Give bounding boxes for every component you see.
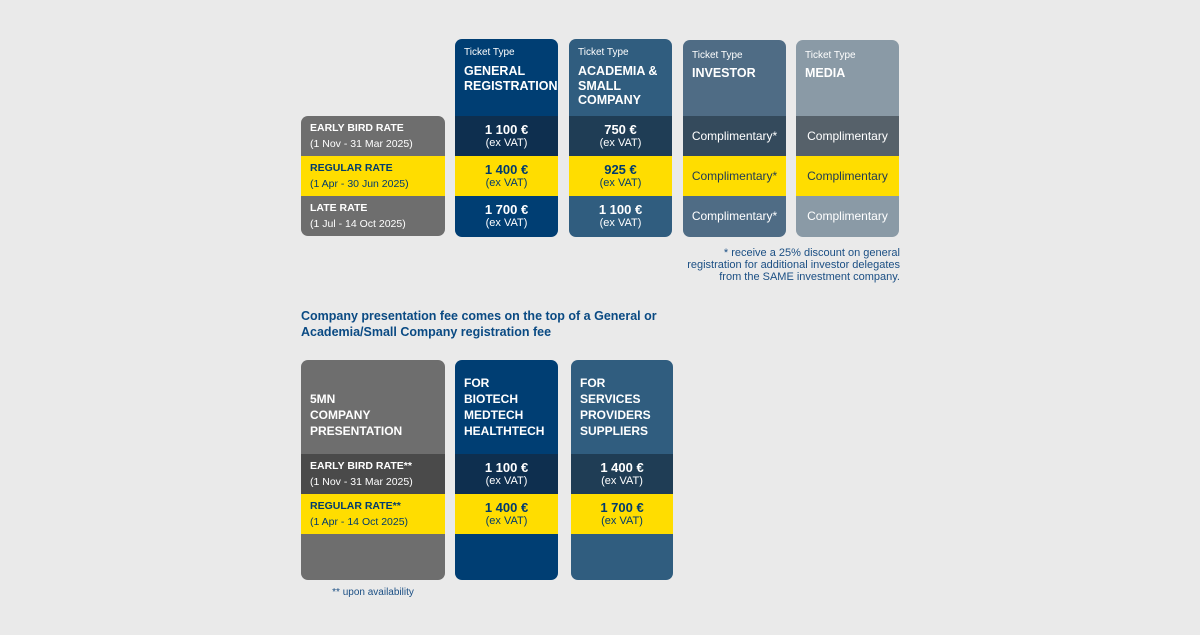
- rate-name: REGULAR RATE: [310, 162, 393, 174]
- ticket-name: INVESTOR: [692, 66, 756, 80]
- vat-note: (ex VAT): [485, 515, 528, 527]
- late-rate-label: LATE RATE (1 Jul - 14 Oct 2025): [301, 196, 445, 236]
- complimentary-label: Complimentary*: [691, 209, 778, 223]
- price: 1 700 €: [600, 500, 644, 515]
- vat-note: (ex VAT): [485, 475, 528, 487]
- ticket-name: GENERAL REGISTRATION: [464, 64, 558, 93]
- price: 1 400 €: [600, 460, 644, 475]
- rate-dates: (1 Apr - 14 Oct 2025): [310, 516, 409, 528]
- early-bird-price: 1 100 € (ex VAT): [455, 116, 558, 156]
- rate-name: REGULAR RATE**: [310, 500, 401, 512]
- ticket-card-media: Ticket Type MEDIA Complimentary Complime…: [796, 40, 899, 237]
- late-price: Complimentary: [796, 196, 899, 236]
- regular-rate-label: REGULAR RATE** (1 Apr - 14 Oct 2025): [301, 494, 445, 534]
- rate-labels-card: EARLY BIRD RATE (1 Nov - 31 Mar 2025) RE…: [301, 116, 445, 236]
- ticket-type-label: Ticket Type: [692, 50, 743, 61]
- late-price: Complimentary*: [683, 196, 786, 236]
- vat-note: (ex VAT): [601, 475, 643, 487]
- early-bird-price: 1 100 € (ex VAT): [455, 454, 558, 494]
- presentation-column-name: FOR SERVICES PROVIDERS SUPPLIERS: [580, 376, 651, 438]
- vat-note: (ex VAT): [599, 217, 642, 229]
- price: 1 400 €: [484, 500, 529, 515]
- ticket-card-general: Ticket Type GENERAL REGISTRATION 1 100 €…: [455, 39, 558, 237]
- regular-price: 925 € (ex VAT): [569, 156, 672, 196]
- regular-rate-label: REGULAR RATE (1 Apr - 30 Jun 2025): [301, 156, 445, 196]
- early-bird-price: 1 400 € (ex VAT): [571, 454, 673, 494]
- ticket-header: Ticket Type MEDIA: [796, 40, 899, 81]
- price: 750 €: [604, 122, 637, 137]
- ticket-header: Ticket Type GENERAL REGISTRATION: [455, 39, 558, 93]
- ticket-type-label: Ticket Type: [805, 50, 856, 61]
- early-bird-price: Complimentary: [796, 116, 899, 156]
- rate-dates: (1 Nov - 31 Mar 2025): [310, 476, 413, 488]
- late-price: 1 100 € (ex VAT): [569, 196, 672, 236]
- vat-note: (ex VAT): [601, 515, 643, 527]
- rate-name: EARLY BIRD RATE: [310, 122, 404, 134]
- ticket-type-label: Ticket Type: [464, 47, 515, 58]
- vat-note: (ex VAT): [485, 137, 528, 149]
- price: 1 100 €: [484, 460, 529, 475]
- presentation-column-name: FOR BIOTECH MEDTECH HEALTHTECH: [464, 376, 545, 438]
- price: 1 400 €: [484, 162, 529, 177]
- price: 1 100 €: [484, 122, 529, 137]
- regular-price: 1 400 € (ex VAT): [455, 156, 558, 196]
- early-bird-rate-label: EARLY BIRD RATE (1 Nov - 31 Mar 2025): [301, 116, 445, 156]
- vat-note: (ex VAT): [485, 217, 528, 229]
- presentation-card-services: FOR SERVICES PROVIDERS SUPPLIERS 1 400 €…: [571, 360, 673, 580]
- complimentary-label: Complimentary: [807, 129, 888, 143]
- investor-discount-note: * receive a 25% discount on general regi…: [687, 247, 900, 283]
- late-price: 1 700 € (ex VAT): [455, 196, 558, 236]
- vat-note: (ex VAT): [599, 177, 642, 189]
- price: 1 700 €: [484, 202, 529, 217]
- early-bird-price: Complimentary*: [683, 116, 786, 156]
- regular-price: 1 400 € (ex VAT): [455, 494, 558, 534]
- rate-dates: (1 Jul - 14 Oct 2025): [310, 218, 406, 230]
- presentation-title: 5MN COMPANY PRESENTATION: [310, 392, 403, 438]
- regular-price: 1 700 € (ex VAT): [571, 494, 673, 534]
- rate-dates: (1 Nov - 31 Mar 2025): [310, 138, 413, 150]
- ticket-card-academia: Ticket Type ACADEMIA & SMALL COMPANY 750…: [569, 39, 672, 237]
- complimentary-label: Complimentary*: [691, 129, 778, 143]
- ticket-header: Ticket Type ACADEMIA & SMALL COMPANY: [569, 39, 672, 108]
- ticket-type-label: Ticket Type: [578, 47, 629, 58]
- early-bird-price: 750 € (ex VAT): [569, 116, 672, 156]
- rate-name: EARLY BIRD RATE**: [310, 460, 412, 472]
- complimentary-label: Complimentary*: [691, 169, 778, 183]
- ticket-name: MEDIA: [805, 66, 846, 80]
- ticket-name: ACADEMIA & SMALL COMPANY: [578, 64, 658, 107]
- ticket-card-investor: Ticket Type INVESTOR Complimentary* Comp…: [683, 40, 786, 237]
- vat-note: (ex VAT): [599, 137, 642, 149]
- price: 1 100 €: [598, 202, 643, 217]
- presentation-label-card: 5MN COMPANY PRESENTATION EARLY BIRD RATE…: [301, 360, 445, 580]
- presentation-heading: Company presentation fee comes on the to…: [301, 309, 657, 339]
- rate-name: LATE RATE: [310, 202, 368, 214]
- complimentary-label: Complimentary: [807, 169, 888, 183]
- vat-note: (ex VAT): [485, 177, 528, 189]
- regular-price: Complimentary: [796, 156, 899, 196]
- early-bird-rate-label: EARLY BIRD RATE** (1 Nov - 31 Mar 2025): [301, 454, 445, 494]
- availability-footnote: ** upon availability: [332, 587, 414, 598]
- complimentary-label: Complimentary: [807, 209, 888, 223]
- presentation-card-biotech: FOR BIOTECH MEDTECH HEALTHTECH 1 100 € (…: [455, 360, 558, 580]
- rate-dates: (1 Apr - 30 Jun 2025): [310, 178, 409, 190]
- regular-price: Complimentary*: [683, 156, 786, 196]
- price: 925 €: [604, 162, 637, 177]
- ticket-header: Ticket Type INVESTOR: [683, 40, 786, 81]
